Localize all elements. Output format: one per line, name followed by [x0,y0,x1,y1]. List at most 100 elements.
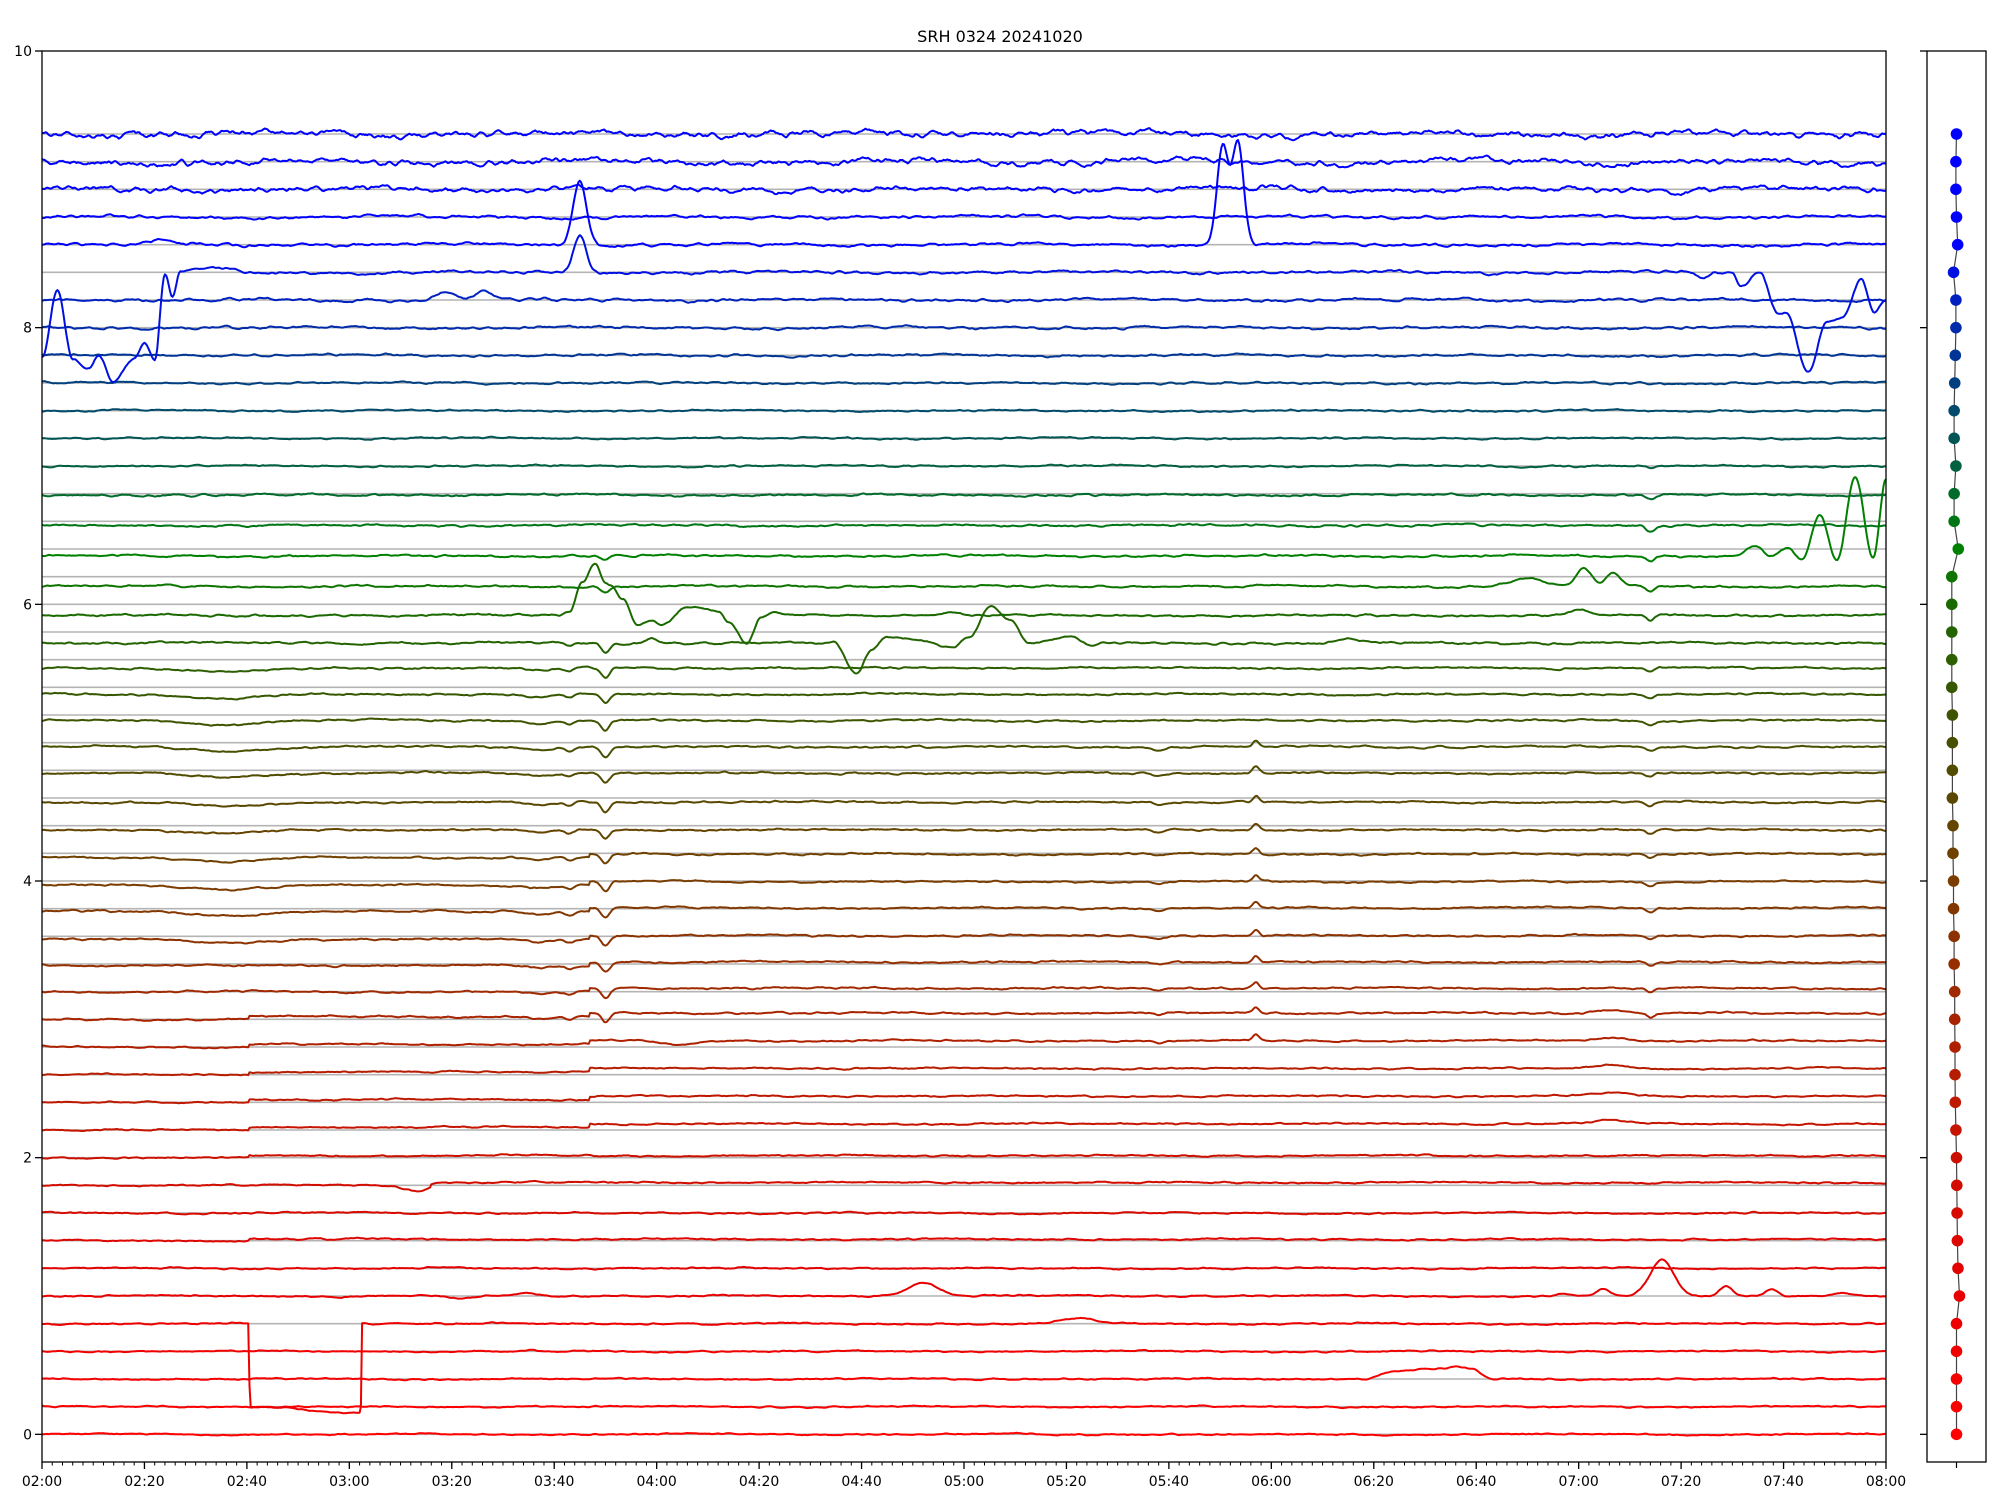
marker-dot [1947,902,1960,915]
trace-line [41,289,1887,304]
trace-line [41,1258,1887,1300]
marker-dot [1950,1179,1963,1192]
trace-line [41,1006,1887,1024]
marker-dot [1950,1428,1963,1441]
y-tick-label: 4 [23,874,32,890]
marker-dot [1945,570,1958,583]
trace-line [41,717,1887,732]
marker-dot [1946,764,1959,777]
trace-line [41,847,1887,865]
x-tick-label: 03:00 [329,1474,369,1490]
trace-line [42,928,1887,947]
marker-dot [1946,792,1959,804]
marker-dot [1948,487,1960,500]
trace-line [41,691,1887,704]
trace-line [41,476,1887,563]
marker-dot [1950,183,1962,196]
marker-panel [1945,128,1966,1468]
x-tick-label: 03:20 [432,1474,472,1490]
marker-dot [1948,404,1960,417]
trace-line [41,566,1887,594]
trace-line [42,765,1887,784]
trace-line [41,1091,1887,1105]
trace-line [41,408,1887,414]
trace-line [41,324,1887,332]
trace-line [42,1316,1887,1415]
main-plot-frame [41,50,1887,1463]
marker-dot [1949,349,1962,362]
marker-dot [1945,653,1958,666]
marker-dot [1950,211,1963,223]
x-tick-label: 02:40 [227,1474,267,1490]
trace-line [41,665,1887,679]
trace-line [41,183,1887,196]
marker-dot [1948,377,1961,389]
x-tick-label: 05:00 [944,1474,984,1490]
trace-line [41,522,1886,533]
marker-dot [1950,1317,1963,1330]
marker-dot [1948,958,1960,970]
trace-line [41,1118,1886,1132]
trace-line [41,739,1886,759]
marker-dot [1945,598,1958,611]
trace-line [41,492,1886,501]
trace-line [41,380,1887,386]
trace-line [41,127,1887,142]
marker-dot [1948,930,1960,943]
marker-dot [1947,875,1960,887]
marker-dot [1953,1290,1966,1302]
trace-line [41,463,1887,470]
x-tick-label: 04:40 [841,1474,881,1490]
trace-line [41,605,1887,675]
trace-line [41,1153,1886,1160]
x-tick-label: 05:20 [1046,1474,1086,1490]
marker-dot [1952,1262,1964,1275]
trace-line [41,822,1887,840]
marker-dot [1947,266,1960,279]
x-tick-label: 06:00 [1251,1474,1291,1490]
trace-line [41,154,1887,169]
trace-line [41,981,1887,1000]
y-tick-label: 8 [23,321,32,337]
marker-dot [1949,1041,1961,1053]
marker-dot [1945,681,1958,694]
x-tick-label: 03:40 [534,1474,574,1490]
marker-dot [1950,321,1962,334]
trace-line [41,352,1887,359]
trace-line [42,874,1887,893]
trace-line [41,212,1887,221]
x-tick-label: 04:20 [739,1474,779,1490]
x-tick-label: 07:40 [1763,1474,1803,1490]
marker-dot [1950,460,1962,472]
marker-dot [1952,543,1965,555]
trace-line [41,955,1887,973]
y-axis: 0 2 4 6 8 10 [14,44,1927,1443]
x-tick-label: 07:00 [1558,1474,1598,1490]
marker-dot [1948,985,1961,998]
marker-dot [1945,626,1958,638]
x-tick-label: 04:00 [636,1474,676,1490]
trace-line [41,234,1887,383]
trace-line [41,1348,1887,1354]
trace-line [41,1210,1887,1216]
chart-title: SRH 0324 20241020 [917,27,1083,46]
y-tick-label: 2 [23,1151,32,1167]
marker-dot [1950,1373,1963,1385]
y-tick-label: 10 [14,44,32,60]
y-tick-label: 6 [23,597,32,613]
x-tick-label: 06:20 [1354,1474,1394,1490]
x-tick-label: 07:20 [1661,1474,1701,1490]
x-tick-label: 02:20 [124,1474,164,1490]
marker-dot [1950,294,1962,306]
marker-dot [1946,736,1959,749]
marker-dot [1951,1234,1964,1247]
trace-line [41,1179,1887,1193]
marker-dot [1949,1068,1961,1081]
trace-line [41,1236,1887,1243]
marker-dot [1948,515,1960,528]
trace-line [41,139,1887,249]
x-tick-label: 06:40 [1456,1474,1496,1490]
marker-dot [1950,1400,1963,1413]
trace-line [42,794,1887,814]
